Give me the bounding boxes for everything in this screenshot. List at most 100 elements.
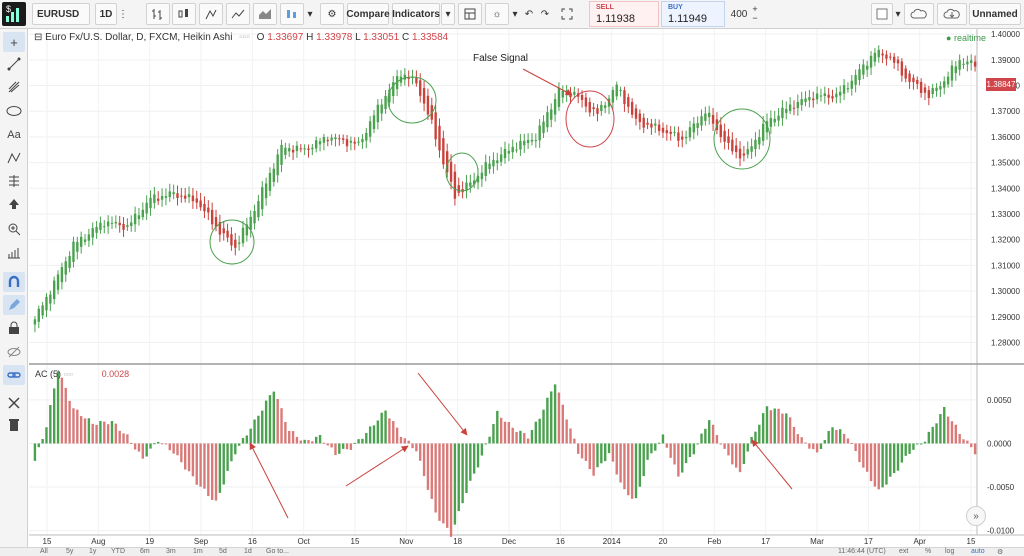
layout-icon[interactable]	[871, 3, 893, 25]
scroll-to-realtime-button[interactable]: »	[966, 506, 986, 526]
range-all[interactable]: All	[40, 548, 48, 555]
goto-button[interactable]: Go to...	[266, 548, 289, 555]
trend-line-icon[interactable]	[3, 54, 25, 74]
range-5y[interactable]: 5y	[66, 548, 74, 555]
candle-body	[322, 137, 326, 143]
bars-icon[interactable]	[146, 3, 170, 25]
ac-bar	[130, 442, 133, 444]
indicators-dropdown-icon[interactable]: ▾	[441, 3, 455, 25]
candle-body	[449, 161, 453, 182]
ac-bar	[939, 414, 942, 444]
candle-body	[530, 139, 534, 142]
candle-body	[368, 121, 372, 137]
log-toggle[interactable]: log	[945, 548, 955, 555]
more-icon[interactable]: ⋮	[118, 8, 128, 20]
minus-icon[interactable]: −	[752, 13, 758, 23]
ac-bar	[264, 400, 268, 444]
ac-bar	[122, 433, 125, 444]
range-1d[interactable]: 1d	[244, 548, 252, 555]
ac-name: AC (5)	[35, 369, 62, 379]
template-icon[interactable]	[458, 3, 482, 25]
layout-name-button[interactable]: Unnamed	[969, 3, 1021, 25]
alert-icon[interactable]: ☼	[485, 3, 509, 25]
interval-select[interactable]: 1D	[95, 3, 117, 25]
candle-body	[573, 91, 576, 95]
candle-body	[407, 77, 410, 79]
compare-button[interactable]: Compare	[346, 3, 390, 25]
link-icon[interactable]	[3, 365, 25, 385]
candle-body	[245, 224, 249, 236]
chart-canvas[interactable]: 1.28000 1.29000 1.30000 1.31000 1.32000 1.330…	[29, 29, 1024, 547]
candle-body	[195, 198, 198, 203]
ac-bar	[249, 428, 252, 444]
candle-body	[761, 123, 765, 141]
layout-dropdown-icon[interactable]: ▾	[895, 8, 901, 20]
ac-settings-icon[interactable]: ▫▫▫	[63, 369, 74, 379]
sell-button[interactable]: SELL 1.11938	[589, 1, 659, 27]
buy-button[interactable]: BUY 1.11949	[661, 1, 725, 27]
candle-body	[60, 267, 64, 283]
pitchfork-icon[interactable]	[3, 77, 25, 97]
dropdown-icon[interactable]: ▾	[307, 8, 313, 20]
trash-icon[interactable]	[3, 415, 25, 435]
ext-toggle[interactable]: ext	[899, 548, 909, 555]
gear-icon[interactable]: ⚙	[320, 3, 344, 25]
ac-bar	[222, 443, 225, 485]
collapse-icon[interactable]: ⊟	[34, 32, 43, 43]
pattern-icon[interactable]	[3, 148, 25, 168]
ellipse-icon[interactable]	[3, 101, 25, 121]
range-1m[interactable]: 1m	[193, 548, 203, 555]
eye-icon[interactable]	[3, 342, 25, 362]
range-6m[interactable]: 6m	[140, 548, 150, 555]
range-1y[interactable]: 1y	[89, 548, 97, 555]
candle-body	[677, 132, 680, 141]
range-3m[interactable]: 3m	[166, 548, 176, 555]
candle-body	[919, 81, 923, 93]
text-icon[interactable]: Aa	[7, 129, 21, 141]
undo-icon[interactable]: ↶	[524, 8, 534, 20]
range-ytd[interactable]: YTD	[111, 548, 125, 555]
quantity-input[interactable]: 400	[730, 8, 748, 20]
magnet-icon[interactable]	[3, 272, 25, 292]
x-tick-label: 18	[453, 537, 462, 546]
svg-text:$: $	[6, 4, 11, 14]
area-icon[interactable]	[253, 3, 277, 25]
heikin-ashi-icon[interactable]	[199, 3, 223, 25]
save-icon[interactable]	[937, 3, 967, 25]
ac-bar	[245, 435, 249, 444]
quantity-stepper[interactable]: + −	[749, 3, 761, 25]
candle-body	[623, 90, 626, 105]
settings-gear-icon[interactable]: ⚙	[997, 549, 1004, 556]
logo-icon[interactable]: $	[2, 2, 26, 26]
candle-body	[264, 183, 268, 199]
measure-icon[interactable]	[3, 243, 25, 263]
fullscreen-icon[interactable]	[557, 3, 577, 25]
fib-icon[interactable]	[3, 171, 25, 191]
cloud-icon[interactable]	[904, 3, 934, 25]
line-icon[interactable]	[226, 3, 250, 25]
plus-icon[interactable]: +	[752, 4, 758, 14]
pencil-icon[interactable]	[3, 295, 25, 315]
candle-body	[191, 195, 195, 202]
alert-dropdown-icon[interactable]: ▾	[512, 8, 518, 20]
redo-icon[interactable]: ↷	[540, 8, 550, 20]
arrow-up-icon[interactable]	[3, 194, 25, 214]
auto-toggle[interactable]: auto	[971, 548, 985, 555]
range-5d[interactable]: 5d	[219, 548, 227, 555]
candle-body	[180, 195, 183, 197]
symbol-input[interactable]: EURUSD	[32, 3, 90, 25]
zoom-icon[interactable]	[3, 219, 25, 239]
lock-icon[interactable]	[3, 318, 25, 338]
candle-body	[465, 182, 468, 191]
chart-area[interactable]: 1.28000 1.29000 1.30000 1.31000 1.32000 1.330…	[29, 29, 1024, 547]
indicators-button[interactable]: Indicators	[392, 3, 440, 25]
remove-drawings-icon[interactable]	[3, 393, 25, 413]
candle-body	[773, 118, 776, 123]
candles-icon[interactable]	[172, 3, 196, 25]
series-settings-icon[interactable]: ▫▫▫	[239, 32, 250, 43]
chart-style-icon[interactable]	[280, 3, 304, 25]
percent-toggle[interactable]: %	[925, 548, 932, 555]
signal-circle	[209, 219, 255, 265]
crosshair-icon[interactable]: +	[3, 32, 25, 52]
candle-body	[681, 136, 684, 140]
